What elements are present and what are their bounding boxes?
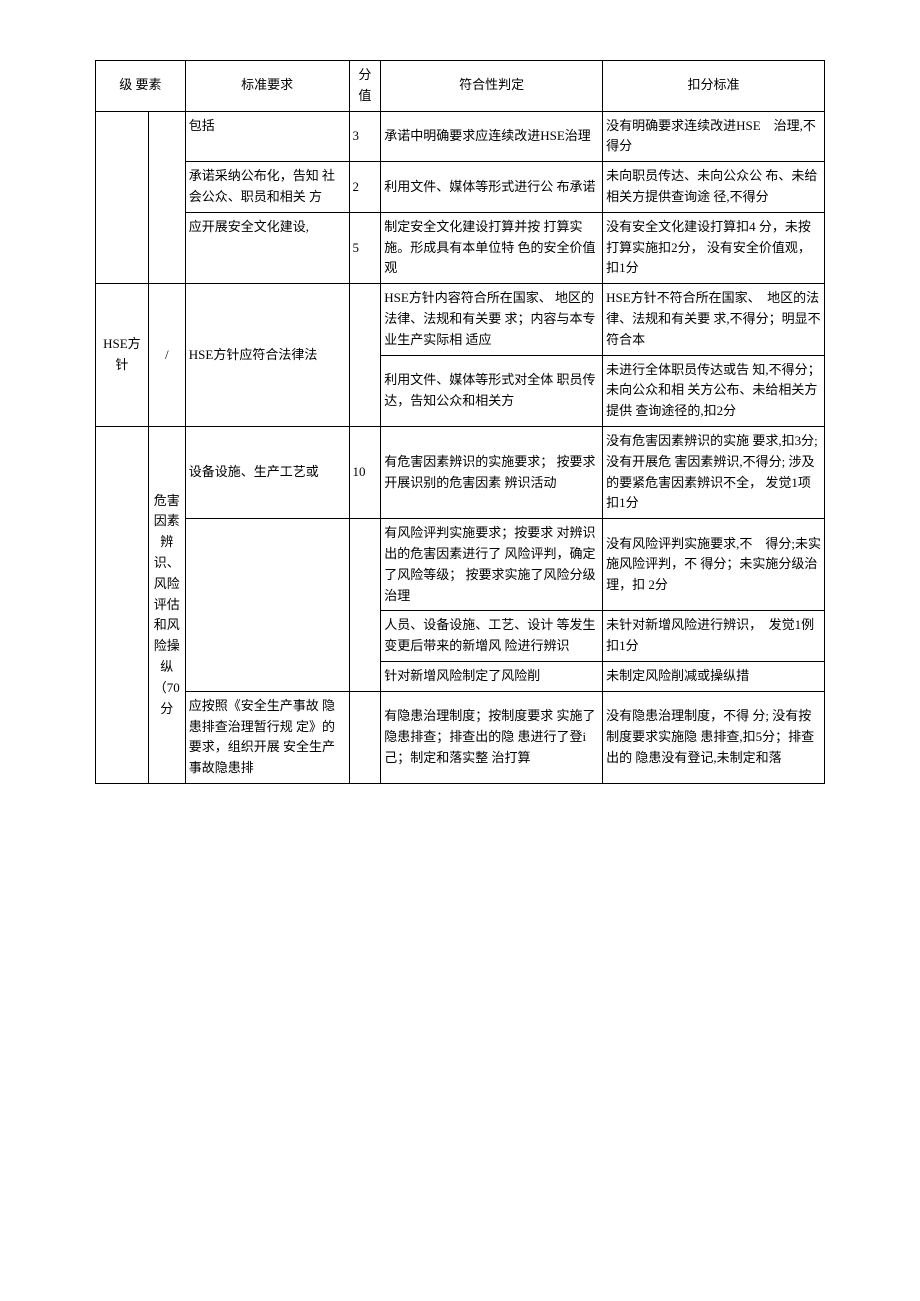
- cell-c4: [349, 691, 381, 783]
- table-row: HSE方 针 / HSE方针应符合法律法 HSE方针内容符合所在国家、 地区的法…: [96, 284, 825, 355]
- cell-c6: HSE方针不符合所在国家、 地区的法律、法规和有关要 求,不得分；明显不符合本: [603, 284, 825, 355]
- table-row: 应按照《安全生产事故 隐患排查治理暂行规 定》的要求，组织开展 安全生产事故隐患…: [96, 691, 825, 783]
- cell-c4: [349, 519, 381, 692]
- table-row: 危害因素辨 识、风险评估和风险操纵 （70分 设备设施、生产工艺或 10 有危害…: [96, 426, 825, 518]
- cell-c6: 未针对新增风险进行辨识， 发觉1例扣1分: [603, 611, 825, 662]
- cell-group1-c2: [148, 111, 185, 284]
- cell-c5: 承诺中明确要求应连续改进HSE治理: [381, 111, 603, 162]
- cell-c5: 有危害因素辨识的实施要求； 按要求开展识别的危害因素 辨识活动: [381, 426, 603, 518]
- cell-c6: 未制定风险削减或操纵措: [603, 661, 825, 691]
- cell-group1-c1: [96, 111, 149, 284]
- cell-c5: 有风险评判实施要求；按要求 对辨识出的危害因素进行了 风险评判，确定了风险等级；…: [381, 519, 603, 611]
- header-compliance: 符合性判定: [381, 61, 603, 112]
- cell-c3: HSE方针应符合法律法: [185, 284, 349, 427]
- cell-c6: 没有隐患治理制度，不得 分; 没有按制度要求实施隐 患排查,扣5分；排查出的 隐…: [603, 691, 825, 783]
- cell-c4: 10: [349, 426, 381, 518]
- cell-c3: [185, 519, 349, 692]
- cell-c4: [349, 284, 381, 427]
- cell-c6: 未进行全体职员传达或告 知,不得分；未向公众和相 关方公布、未给相关方提供 查询…: [603, 355, 825, 426]
- cell-c6: 未向职员传达、未向公众公 布、未给相关方提供查询途 径,不得分: [603, 162, 825, 213]
- cell-c4: 3: [349, 111, 381, 162]
- cell-c6: 没有明确要求连续改进HSE 治理,不得分: [603, 111, 825, 162]
- cell-c3: 应开展安全文化建设,: [185, 212, 349, 283]
- cell-c5: 利用文件、媒体等形式对全体 职员传达，告知公众和相关方: [381, 355, 603, 426]
- header-level-factor: 级 要素: [96, 61, 186, 112]
- cell-hse-policy-c2: /: [148, 284, 185, 427]
- evaluation-table: 级 要素 标准要求 分值 符合性判定 扣分标准 包括 3 承诺中明确要求应连续改…: [95, 60, 825, 784]
- header-standard-req: 标准要求: [185, 61, 349, 112]
- cell-c5: 针对新增风险制定了风险削: [381, 661, 603, 691]
- table-row: 应开展安全文化建设, 5 制定安全文化建设打算并按 打算实施。形成具有本单位特 …: [96, 212, 825, 283]
- cell-c5: HSE方针内容符合所在国家、 地区的法律、法规和有关要 求；内容与本专业生产实际…: [381, 284, 603, 355]
- cell-c5: 制定安全文化建设打算并按 打算实施。形成具有本单位特 色的安全价值观: [381, 212, 603, 283]
- cell-c3: 设备设施、生产工艺或: [185, 426, 349, 518]
- cell-c5: 利用文件、媒体等形式进行公 布承诺: [381, 162, 603, 213]
- table-row: 承诺采纳公布化，告知 社会公众、职员和相关 方 2 利用文件、媒体等形式进行公 …: [96, 162, 825, 213]
- header-row: 级 要素 标准要求 分值 符合性判定 扣分标准: [96, 61, 825, 112]
- cell-c4: 5: [349, 212, 381, 283]
- table-row: 有风险评判实施要求；按要求 对辨识出的危害因素进行了 风险评判，确定了风险等级；…: [96, 519, 825, 611]
- cell-c6: 没有安全文化建设打算扣4 分，未按打算实施扣2分， 没有安全价值观，扣1分: [603, 212, 825, 283]
- cell-c3: 应按照《安全生产事故 隐患排查治理暂行规 定》的要求，组织开展 安全生产事故隐患…: [185, 691, 349, 783]
- cell-c6: 没有危害因素辨识的实施 要求,扣3分; 没有开展危 害因素辨识,不得分; 涉及 …: [603, 426, 825, 518]
- cell-c4: 2: [349, 162, 381, 213]
- cell-hazard-c1: [96, 426, 149, 783]
- cell-c5: 人员、设备设施、工艺、设计 等发生变更后带来的新增风 险进行辨识: [381, 611, 603, 662]
- header-score: 分值: [349, 61, 381, 112]
- cell-c6: 没有风险评判实施要求,不 得分;未实施风险评判，不 得分；未实施分级治理，扣 2…: [603, 519, 825, 611]
- header-deduction: 扣分标准: [603, 61, 825, 112]
- table-row: 包括 3 承诺中明确要求应连续改进HSE治理 没有明确要求连续改进HSE 治理,…: [96, 111, 825, 162]
- cell-hazard-c2: 危害因素辨 识、风险评估和风险操纵 （70分: [148, 426, 185, 783]
- cell-hse-policy-c1: HSE方 针: [96, 284, 149, 427]
- cell-c3: 包括: [185, 111, 349, 162]
- cell-c3: 承诺采纳公布化，告知 社会公众、职员和相关 方: [185, 162, 349, 213]
- cell-c5: 有隐患治理制度；按制度要求 实施了隐患排查；排查出的隐 患进行了登i己；制定和落…: [381, 691, 603, 783]
